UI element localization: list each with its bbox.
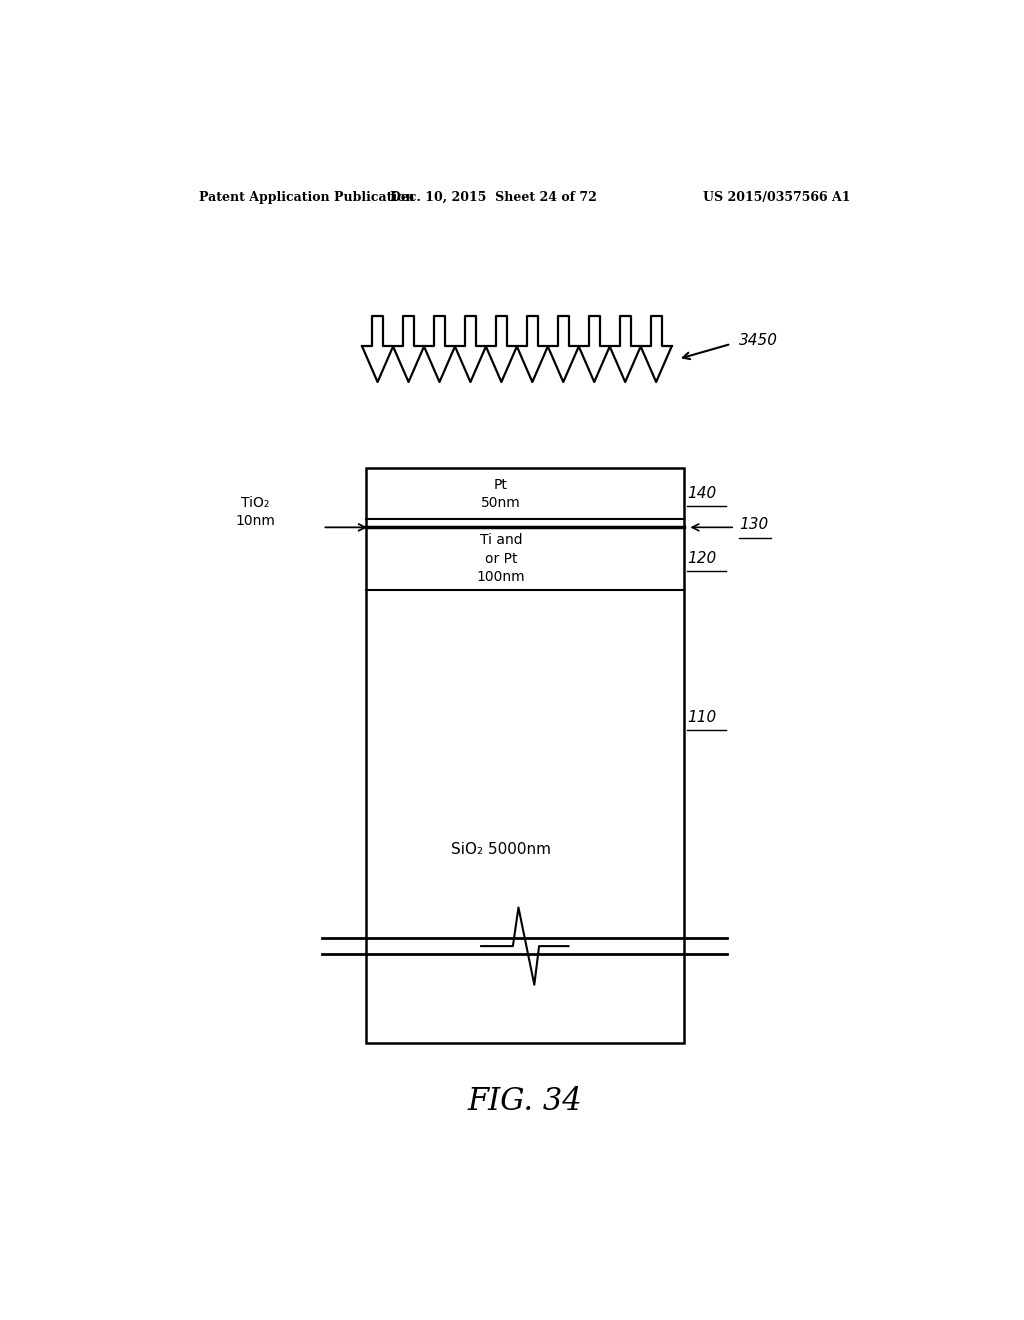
Text: 140: 140 xyxy=(687,486,717,502)
Text: 110: 110 xyxy=(687,710,717,725)
Text: TiO₂
10nm: TiO₂ 10nm xyxy=(236,496,274,528)
Text: Patent Application Publication: Patent Application Publication xyxy=(200,190,415,203)
Text: Dec. 10, 2015  Sheet 24 of 72: Dec. 10, 2015 Sheet 24 of 72 xyxy=(389,190,597,203)
Bar xyxy=(367,469,684,1043)
Text: US 2015/0357566 A1: US 2015/0357566 A1 xyxy=(702,190,850,203)
Text: 3450: 3450 xyxy=(739,334,778,348)
Text: Pt
50nm: Pt 50nm xyxy=(481,478,521,510)
Text: 120: 120 xyxy=(687,552,717,566)
Text: SiO₂ 5000nm: SiO₂ 5000nm xyxy=(451,842,551,857)
Text: FIG. 34: FIG. 34 xyxy=(468,1086,582,1117)
Text: 130: 130 xyxy=(739,517,768,532)
Text: Ti and
or Pt
100nm: Ti and or Pt 100nm xyxy=(477,533,525,585)
